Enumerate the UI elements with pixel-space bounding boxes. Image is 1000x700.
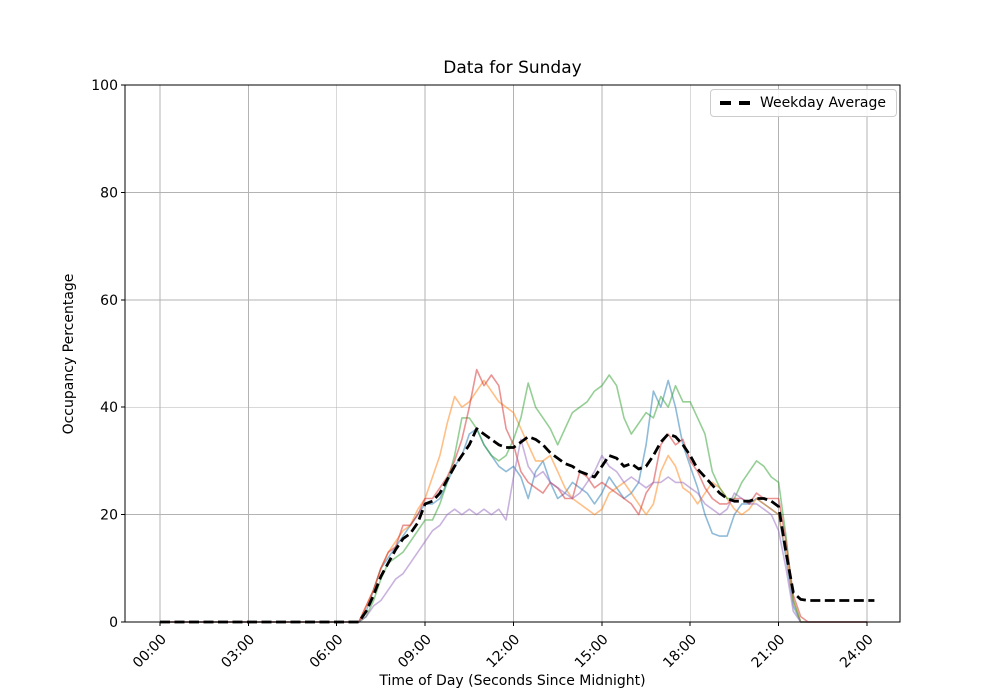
x-axis-label: Time of Day (Seconds Since Midnight) [379, 673, 646, 689]
x-tick-label: 18:00 [660, 632, 700, 672]
y-tick-label: 80 [100, 185, 118, 201]
legend-label: Weekday Average [759, 95, 886, 111]
y-tick-label: 20 [100, 508, 118, 524]
legend-dashed-line-icon [719, 101, 750, 105]
x-tick-label: 00:00 [130, 632, 170, 672]
axes-spines [124, 84, 901, 623]
y-tick-label: 0 [109, 615, 118, 631]
x-tick-label: 03:00 [218, 632, 258, 672]
chart-title: Data for Sunday [443, 58, 582, 78]
x-tick-label: 12:00 [483, 632, 523, 672]
y-tick-label: 60 [100, 293, 118, 309]
x-tick-label: 24:00 [837, 632, 877, 672]
legend: Weekday Average [709, 89, 897, 117]
x-tick-label: 06:00 [307, 632, 347, 672]
y-tick-label: 100 [91, 78, 118, 94]
x-tick-label: 09:00 [395, 632, 435, 672]
y-tick-label: 40 [100, 400, 118, 416]
x-tick-label: 15:00 [572, 632, 612, 672]
x-tick-label: 21:00 [749, 632, 789, 672]
y-axis-label: Occupancy Percentage [61, 273, 77, 435]
